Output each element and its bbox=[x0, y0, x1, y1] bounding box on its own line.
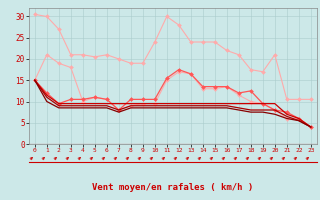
Text: Vent moyen/en rafales ( km/h ): Vent moyen/en rafales ( km/h ) bbox=[92, 183, 253, 192]
